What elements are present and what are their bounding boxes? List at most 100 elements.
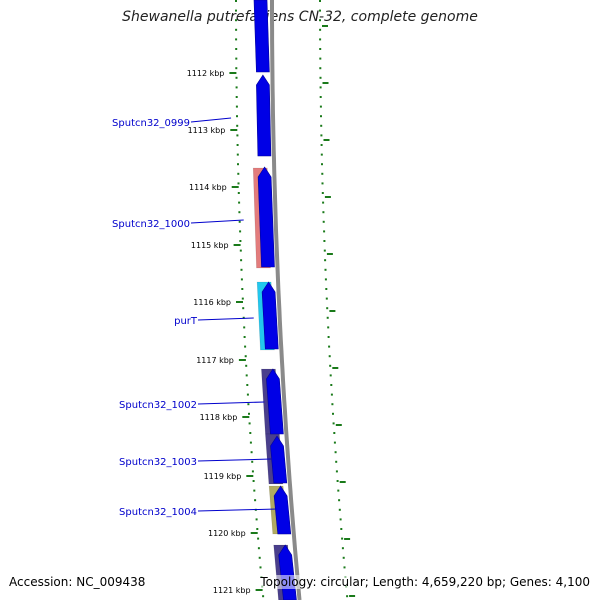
minor-tick (241, 297, 244, 300)
mid-tick (322, 25, 328, 27)
cds-arrow (273, 485, 292, 535)
minor-tick (338, 508, 341, 511)
minor-tick (258, 556, 261, 559)
minor-tick (319, 0, 321, 2)
minor-tick (246, 393, 249, 396)
minor-tick (243, 336, 246, 338)
leader-line (190, 117, 232, 123)
minor-tick (238, 211, 241, 214)
minor-tick (326, 307, 329, 310)
minor-tick (325, 288, 328, 290)
minor-tick (235, 76, 238, 79)
minor-tick (235, 67, 238, 70)
minor-tick (321, 172, 324, 175)
minor-tick (319, 67, 322, 70)
minor-tick (239, 249, 242, 252)
minor-tick (339, 518, 342, 521)
minor-tick (247, 403, 250, 406)
kbp-label: 1118 kbp (200, 413, 238, 422)
minor-tick (321, 163, 323, 166)
minor-tick (235, 86, 238, 89)
gene-label: Sputcn32_1003 (119, 457, 197, 468)
minor-tick (333, 432, 336, 434)
mid-tick (332, 367, 339, 369)
minor-tick (327, 326, 330, 329)
minor-tick (237, 192, 240, 194)
gene-label: Sputcn32_1000 (112, 219, 190, 230)
minor-tick (235, 48, 238, 50)
minor-tick (236, 124, 239, 127)
kbp-label: 1120 kbp (208, 529, 246, 538)
minor-tick (342, 556, 345, 559)
accession-label: Accession: NC_009438 (9, 575, 146, 589)
major-tick (233, 244, 241, 246)
minor-tick (320, 144, 323, 146)
minor-tick (324, 259, 327, 262)
cds-arrow (266, 368, 284, 435)
minor-tick (331, 403, 334, 406)
major-tick (229, 72, 237, 74)
label-leaders (190, 117, 277, 512)
minor-tick (252, 480, 255, 482)
minor-tick (320, 153, 323, 156)
minor-tick (330, 384, 333, 386)
mid-tick (339, 481, 346, 483)
minor-tick (341, 547, 344, 550)
minor-tick (320, 124, 323, 127)
mid-tick (335, 424, 342, 426)
major-tick (250, 532, 258, 534)
minor-tick (257, 547, 260, 550)
minor-tick (332, 422, 335, 425)
minor-tick (259, 566, 262, 569)
minor-tick (322, 211, 325, 214)
minor-tick (319, 19, 321, 22)
cds-arrow (253, 0, 270, 73)
minor-tick (341, 537, 344, 540)
tick-marks (229, 0, 356, 598)
minor-tick (319, 105, 322, 108)
minor-tick (238, 220, 241, 223)
leader-line (197, 401, 265, 405)
minor-tick (328, 345, 331, 348)
major-tick (246, 475, 254, 477)
minor-tick (235, 19, 237, 22)
minor-tick (237, 163, 239, 166)
minor-tick (241, 288, 244, 290)
minor-tick (262, 595, 265, 598)
minor-tick (235, 0, 237, 2)
minor-tick (251, 470, 254, 473)
minor-tick (335, 470, 338, 473)
minor-tick (326, 316, 329, 319)
mid-tick (322, 82, 329, 84)
leader-line (197, 458, 272, 462)
mid-tick (344, 538, 351, 540)
minor-tick (319, 28, 322, 31)
minor-tick (236, 144, 239, 146)
minor-tick (240, 278, 243, 281)
minor-tick (245, 364, 248, 367)
minor-tick (321, 182, 324, 185)
minor-tick (319, 48, 322, 50)
minor-tick (335, 460, 338, 463)
minor-tick (242, 307, 245, 310)
minor-tick (323, 230, 326, 233)
minor-tick (249, 441, 252, 444)
leader-line (190, 219, 244, 224)
minor-tick (327, 336, 330, 338)
minor-tick (235, 38, 238, 41)
kbp-label: 1119 kbp (204, 472, 242, 481)
map-title: Shewanella putrefaciens CN-32, complete … (122, 9, 478, 25)
minor-tick (325, 297, 328, 300)
minor-tick (243, 326, 246, 329)
gene-label: purT (174, 316, 198, 327)
minor-tick (240, 259, 243, 262)
minor-tick (235, 57, 238, 60)
minor-tick (336, 480, 339, 482)
minor-tick (329, 374, 332, 377)
major-tick (255, 589, 263, 591)
minor-tick (251, 460, 254, 463)
minor-tick (319, 38, 322, 41)
major-tick (230, 129, 238, 131)
major-tick (236, 301, 243, 303)
